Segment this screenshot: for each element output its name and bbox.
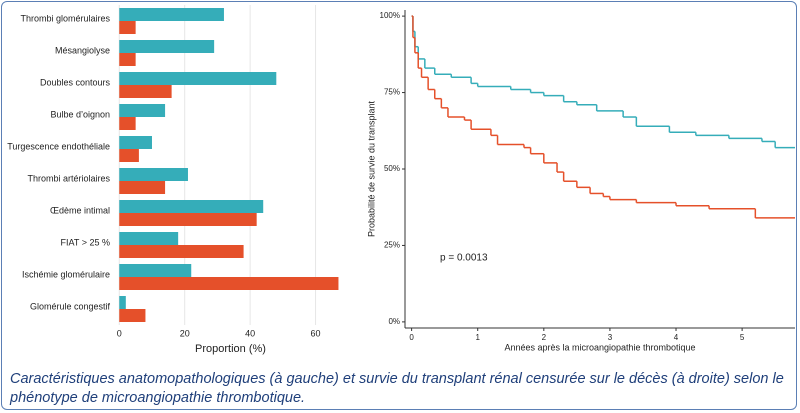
y-tick-label: 100% — [380, 11, 400, 20]
bar — [119, 264, 192, 277]
x-axis-title: Années après la microangiopathie thrombo… — [504, 342, 695, 352]
y-axis-title: Probabilité de survie du transplant — [366, 100, 376, 237]
annotation: p = 0.0013 — [440, 253, 488, 264]
y-tick-label: 50% — [384, 164, 400, 173]
y-tick-label: Bulbe d’oignon — [50, 109, 110, 119]
bar — [119, 8, 224, 21]
y-tick-label: 75% — [384, 88, 400, 97]
bar — [119, 168, 188, 181]
bar — [119, 232, 179, 245]
x-tick-label: 3 — [608, 333, 613, 342]
bar — [119, 181, 166, 194]
x-tick-label: 20 — [180, 328, 190, 338]
x-tick-label: 40 — [245, 328, 255, 338]
y-tick-label: Thrombi glomérulaires — [20, 13, 110, 23]
x-tick-label: 5 — [740, 333, 745, 342]
x-tick-label: 0 — [117, 328, 122, 338]
bar — [119, 72, 277, 85]
x-axis-title: Proportion (%) — [195, 343, 266, 355]
y-tick-label: 25% — [384, 241, 400, 250]
bar — [119, 296, 126, 309]
x-tick-label: 4 — [674, 333, 679, 342]
y-tick-label: 0% — [388, 317, 400, 326]
y-tick-label: Doubles contours — [40, 77, 111, 87]
caption: Caractéristiques anatomopathologiques (à… — [10, 371, 784, 406]
bar — [119, 53, 136, 66]
x-tick-label: 0 — [409, 333, 414, 342]
y-tick-label: Mésangiolyse — [55, 45, 110, 55]
y-tick-label: Œdème intimal — [50, 205, 110, 215]
bar — [119, 277, 339, 290]
y-tick-label: Thrombi artériolaires — [27, 173, 110, 183]
bar — [119, 136, 152, 149]
bar — [119, 309, 146, 322]
bar — [119, 149, 139, 162]
y-tick-label: Turgescence endothéliale — [7, 141, 110, 151]
bar — [119, 213, 257, 226]
y-tick-label: FIAT > 25 % — [61, 237, 110, 247]
y-tick-label: Glomérule congestif — [30, 301, 111, 311]
bar — [119, 40, 215, 53]
x-tick-label: 2 — [542, 333, 547, 342]
bar — [119, 200, 264, 213]
y-tick-label: Ischémie glomérulaire — [22, 269, 110, 279]
bar — [119, 104, 166, 117]
x-tick-label: 1 — [475, 333, 480, 342]
bar — [119, 117, 136, 130]
bar — [119, 245, 244, 258]
bar — [119, 21, 136, 34]
x-tick-label: 60 — [311, 328, 321, 338]
bar — [119, 85, 172, 98]
